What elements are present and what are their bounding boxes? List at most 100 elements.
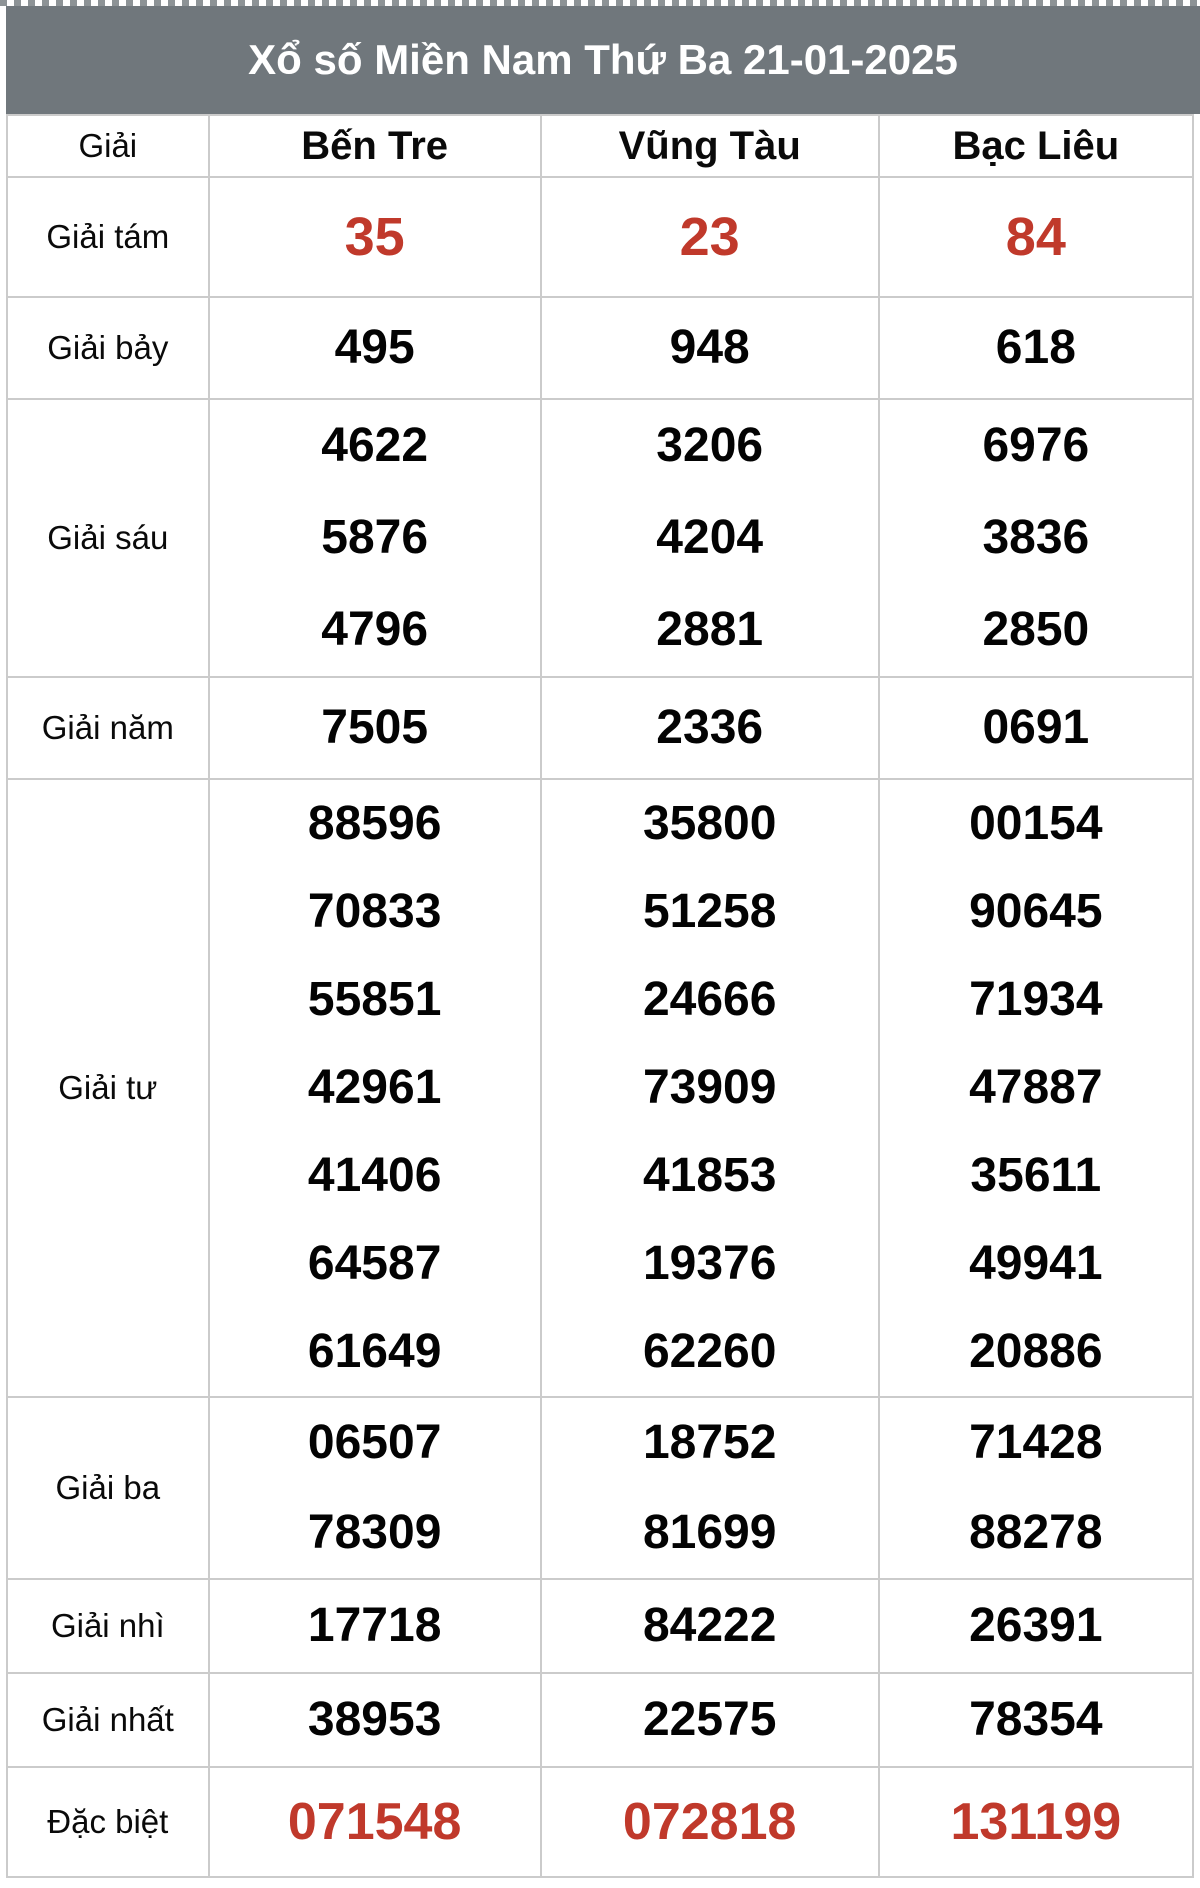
winning-number: 49941 bbox=[969, 1237, 1103, 1290]
cell-db-bac-lieu: 131199 bbox=[877, 1766, 1195, 1878]
winning-number: 2881 bbox=[656, 603, 764, 656]
winning-number: 131199 bbox=[950, 1793, 1122, 1851]
winning-number: 19376 bbox=[642, 1237, 777, 1290]
cell-nhat-ben-tre: 38953 bbox=[207, 1672, 542, 1768]
winning-number: 35800 bbox=[642, 797, 777, 850]
winning-number: 495 bbox=[334, 321, 415, 374]
winning-number: 18752 bbox=[642, 1416, 777, 1469]
winning-number: 90645 bbox=[969, 885, 1103, 938]
prize-label-ba: Giải ba bbox=[6, 1396, 210, 1580]
cell-nhi-bac-lieu: 26391 bbox=[877, 1578, 1195, 1674]
prize-label-db: Đặc biệt bbox=[6, 1766, 210, 1878]
column-header-vung-tau: Vũng Tàu bbox=[539, 114, 880, 178]
prize-row-nhat: Giải nhất 38953 22575 78354 bbox=[6, 1672, 1195, 1768]
prize-label-nhat: Giải nhất bbox=[6, 1672, 210, 1768]
column-header-bac-lieu: Bạc Liêu bbox=[877, 114, 1195, 178]
cell-db-vung-tau: 072818 bbox=[539, 1766, 880, 1878]
winning-number: 948 bbox=[669, 321, 750, 374]
cell-sau-bac-lieu: 6976 3836 2850 bbox=[877, 398, 1195, 678]
winning-number: 3836 bbox=[982, 511, 1090, 564]
cell-nhi-ben-tre: 17718 bbox=[207, 1578, 542, 1674]
winning-number: 55851 bbox=[307, 973, 442, 1026]
results-table-body: Giải tám 35 23 84 Giải bảy 495 948 618 Giải sáu 4… bbox=[6, 176, 1195, 1878]
top-dashed-border bbox=[0, 0, 1200, 6]
winning-number: 24666 bbox=[642, 973, 777, 1026]
prize-label-tam: Giải tám bbox=[6, 176, 210, 298]
prize-row-sau: Giải sáu 4622 5876 4796 3206 4204 2881 6976 3836… bbox=[6, 398, 1195, 678]
winning-number: 62260 bbox=[642, 1325, 777, 1378]
prize-row-ba: Giải ba 06507 78309 18752 81699 71428 88278 bbox=[6, 1396, 1195, 1580]
winning-number: 5876 bbox=[321, 511, 429, 564]
winning-number: 6976 bbox=[982, 419, 1090, 472]
cell-sau-ben-tre: 4622 5876 4796 bbox=[207, 398, 542, 678]
winning-number: 072818 bbox=[622, 1793, 797, 1851]
winning-number: 06507 bbox=[307, 1416, 442, 1469]
bottom-spacer bbox=[0, 1878, 1200, 1888]
winning-number: 22575 bbox=[642, 1693, 777, 1746]
prize-row-nhi: Giải nhì 17718 84222 26391 bbox=[6, 1578, 1195, 1674]
winning-number: 73909 bbox=[642, 1061, 777, 1114]
winning-number: 38953 bbox=[307, 1693, 442, 1746]
winning-number: 41406 bbox=[307, 1149, 442, 1202]
winning-number: 17718 bbox=[307, 1599, 442, 1652]
winning-number: 35 bbox=[344, 207, 405, 267]
cell-ba-ben-tre: 06507 78309 bbox=[207, 1396, 542, 1580]
winning-number: 88278 bbox=[969, 1506, 1103, 1559]
prize-label-tu: Giải tư bbox=[6, 778, 210, 1398]
prize-row-db: Đặc biệt 071548 072818 131199 bbox=[6, 1766, 1195, 1878]
cell-tam-vung-tau: 23 bbox=[539, 176, 880, 298]
winning-number: 70833 bbox=[307, 885, 442, 938]
cell-bay-ben-tre: 495 bbox=[207, 296, 542, 400]
winning-number: 071548 bbox=[287, 1793, 462, 1851]
column-header-giai: Giải bbox=[6, 114, 210, 178]
winning-number: 23 bbox=[679, 207, 740, 267]
prize-row-tu: Giải tư 88596 70833 55851 42961 41406 64587 616… bbox=[6, 778, 1195, 1398]
prize-label-nam: Giải năm bbox=[6, 676, 210, 780]
cell-nhat-vung-tau: 22575 bbox=[539, 1672, 880, 1768]
winning-number: 2850 bbox=[982, 603, 1090, 656]
prize-label-sau: Giải sáu bbox=[6, 398, 210, 678]
prize-label-nhi: Giải nhì bbox=[6, 1578, 210, 1674]
cell-nam-ben-tre: 7505 bbox=[207, 676, 542, 780]
cell-bay-bac-lieu: 618 bbox=[877, 296, 1195, 400]
prize-row-nam: Giải năm 7505 2336 0691 bbox=[6, 676, 1195, 780]
cell-nhi-vung-tau: 84222 bbox=[539, 1578, 880, 1674]
winning-number: 00154 bbox=[969, 797, 1103, 850]
cell-tu-ben-tre: 88596 70833 55851 42961 41406 64587 61649 bbox=[207, 778, 542, 1398]
lottery-results-table: Giải Bến Tre Vũng Tàu Bạc Liêu Giải tám 3… bbox=[6, 114, 1195, 1878]
prize-label-bay: Giải bảy bbox=[6, 296, 210, 400]
winning-number: 64587 bbox=[307, 1237, 442, 1290]
cell-nam-vung-tau: 2336 bbox=[539, 676, 880, 780]
winning-number: 71428 bbox=[969, 1416, 1103, 1469]
winning-number: 2336 bbox=[656, 701, 764, 754]
winning-number: 0691 bbox=[982, 701, 1090, 754]
column-header-ben-tre: Bến Tre bbox=[207, 114, 542, 178]
cell-tam-ben-tre: 35 bbox=[207, 176, 542, 298]
cell-bay-vung-tau: 948 bbox=[539, 296, 880, 400]
table-header: Giải Bến Tre Vũng Tàu Bạc Liêu bbox=[6, 114, 1195, 178]
cell-nam-bac-lieu: 0691 bbox=[877, 676, 1195, 780]
winning-number: 4204 bbox=[656, 511, 764, 564]
cell-ba-vung-tau: 18752 81699 bbox=[539, 1396, 880, 1580]
winning-number: 618 bbox=[995, 321, 1076, 374]
cell-tu-vung-tau: 35800 51258 24666 73909 41853 19376 62260 bbox=[539, 778, 880, 1398]
winning-number: 81699 bbox=[642, 1506, 777, 1559]
cell-db-ben-tre: 071548 bbox=[207, 1766, 542, 1878]
winning-number: 7505 bbox=[321, 701, 429, 754]
winning-number: 41853 bbox=[642, 1149, 777, 1202]
winning-number: 84 bbox=[1005, 207, 1066, 267]
column-header-row: Giải Bến Tre Vũng Tàu Bạc Liêu bbox=[6, 114, 1195, 178]
winning-number: 26391 bbox=[969, 1599, 1103, 1652]
winning-number: 51258 bbox=[642, 885, 777, 938]
winning-number: 35611 bbox=[970, 1149, 1102, 1202]
winning-number: 3206 bbox=[656, 419, 764, 472]
cell-ba-bac-lieu: 71428 88278 bbox=[877, 1396, 1195, 1580]
winning-number: 71934 bbox=[969, 973, 1103, 1026]
cell-nhat-bac-lieu: 78354 bbox=[877, 1672, 1195, 1768]
winning-number: 42961 bbox=[307, 1061, 442, 1114]
winning-number: 61649 bbox=[307, 1325, 442, 1378]
winning-number: 20886 bbox=[969, 1325, 1103, 1378]
winning-number: 88596 bbox=[307, 797, 442, 850]
winning-number: 4796 bbox=[321, 603, 429, 656]
page-title: Xổ số Miền Nam Thứ Ba 21-01-2025 bbox=[6, 6, 1200, 114]
